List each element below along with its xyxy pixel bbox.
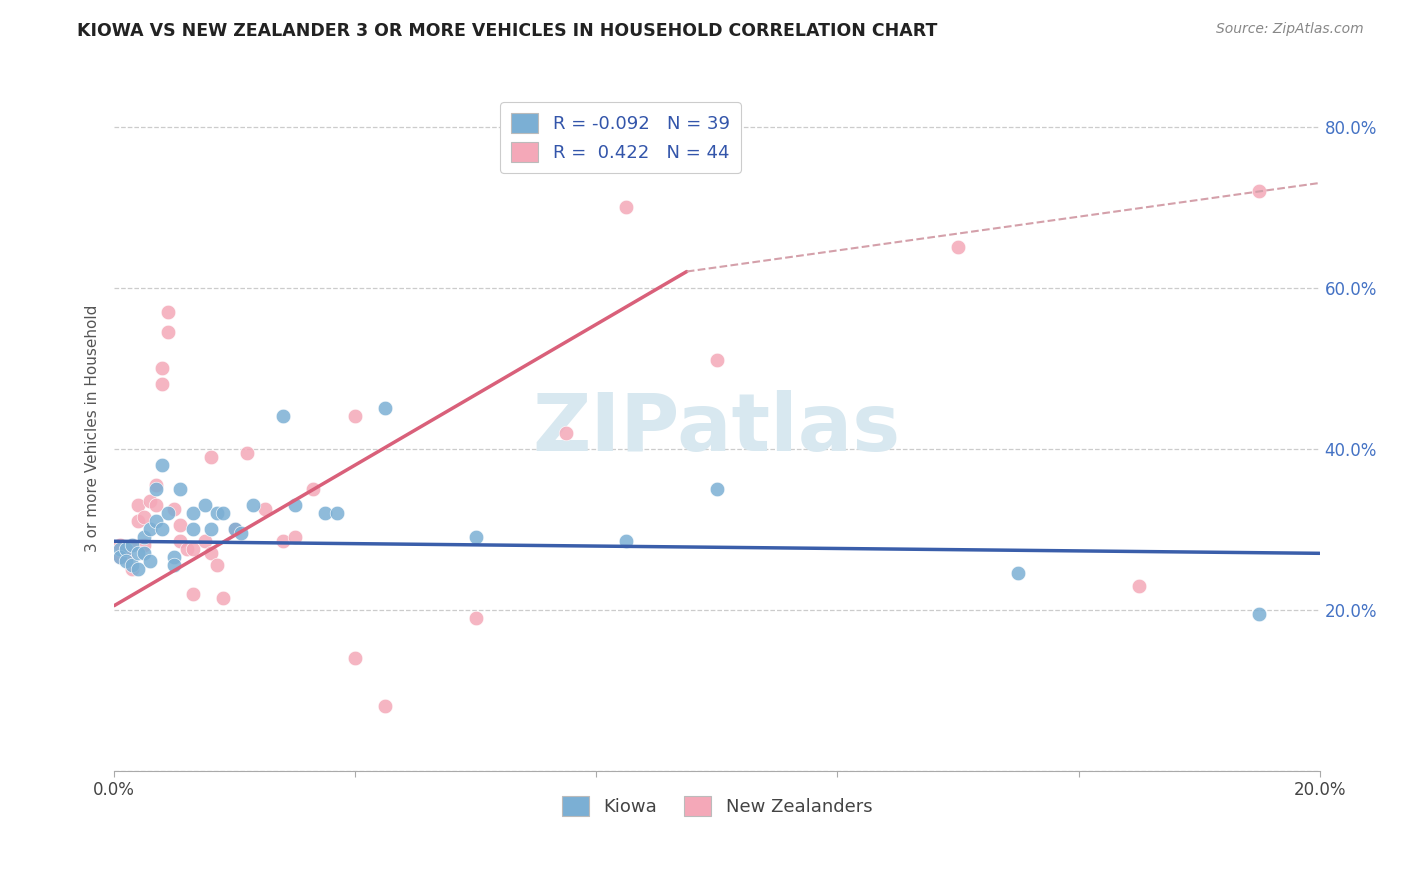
Point: [169, 534, 191, 549]
Point: [152, 361, 174, 376]
Point: [110, 550, 132, 565]
Point: [344, 409, 367, 424]
Point: [205, 558, 228, 573]
Point: [229, 526, 252, 541]
Point: [253, 502, 276, 516]
Point: [121, 538, 143, 552]
Point: [163, 550, 186, 565]
Point: [127, 546, 149, 560]
Point: [211, 591, 233, 605]
Point: [169, 482, 191, 496]
Point: [555, 425, 578, 440]
Point: [181, 522, 204, 536]
Point: [121, 538, 143, 552]
Point: [134, 510, 156, 524]
Point: [152, 522, 174, 536]
Point: [181, 586, 204, 600]
Point: [314, 506, 336, 520]
Point: [271, 409, 294, 424]
Point: [946, 240, 969, 254]
Point: [464, 611, 486, 625]
Point: [181, 506, 204, 520]
Point: [110, 542, 132, 557]
Point: [326, 506, 349, 520]
Point: [284, 498, 307, 512]
Point: [134, 538, 156, 552]
Point: [139, 522, 162, 536]
Point: [127, 562, 149, 576]
Point: [127, 514, 149, 528]
Point: [224, 522, 246, 536]
Text: ZIPatlas: ZIPatlas: [533, 390, 901, 467]
Point: [145, 482, 167, 496]
Point: [200, 522, 222, 536]
Point: [121, 562, 143, 576]
Point: [194, 534, 217, 549]
Point: [1007, 566, 1029, 581]
Point: [302, 482, 325, 496]
Point: [127, 498, 149, 512]
Point: [152, 377, 174, 392]
Y-axis label: 3 or more Vehicles in Household: 3 or more Vehicles in Household: [86, 305, 100, 552]
Point: [242, 498, 264, 512]
Point: [163, 502, 186, 516]
Point: [169, 518, 191, 533]
Point: [110, 550, 132, 565]
Point: [1249, 184, 1271, 198]
Point: [224, 522, 246, 536]
Point: [163, 558, 186, 573]
Point: [271, 534, 294, 549]
Text: KIOWA VS NEW ZEALANDER 3 OR MORE VEHICLES IN HOUSEHOLD CORRELATION CHART: KIOWA VS NEW ZEALANDER 3 OR MORE VEHICLE…: [77, 22, 938, 40]
Point: [145, 498, 167, 512]
Point: [344, 651, 367, 665]
Point: [194, 498, 217, 512]
Point: [157, 506, 180, 520]
Point: [134, 546, 156, 560]
Point: [181, 542, 204, 557]
Point: [145, 478, 167, 492]
Point: [374, 401, 396, 416]
Point: [211, 506, 233, 520]
Point: [284, 530, 307, 544]
Point: [616, 200, 638, 214]
Point: [1128, 578, 1150, 592]
Point: [121, 558, 143, 573]
Point: [236, 445, 259, 459]
Point: [205, 506, 228, 520]
Text: Source: ZipAtlas.com: Source: ZipAtlas.com: [1216, 22, 1364, 37]
Point: [157, 325, 180, 339]
Point: [176, 542, 198, 557]
Point: [139, 554, 162, 568]
Point: [115, 542, 138, 557]
Point: [464, 530, 486, 544]
Point: [616, 534, 638, 549]
Point: [115, 542, 138, 557]
Point: [374, 699, 396, 714]
Point: [134, 530, 156, 544]
Point: [157, 305, 180, 319]
Point: [200, 450, 222, 464]
Point: [110, 538, 132, 552]
Point: [139, 494, 162, 508]
Point: [115, 554, 138, 568]
Point: [115, 550, 138, 565]
Legend: Kiowa, New Zealanders: Kiowa, New Zealanders: [554, 789, 879, 823]
Point: [706, 482, 728, 496]
Point: [200, 546, 222, 560]
Point: [1249, 607, 1271, 621]
Point: [152, 458, 174, 472]
Point: [706, 353, 728, 368]
Point: [145, 514, 167, 528]
